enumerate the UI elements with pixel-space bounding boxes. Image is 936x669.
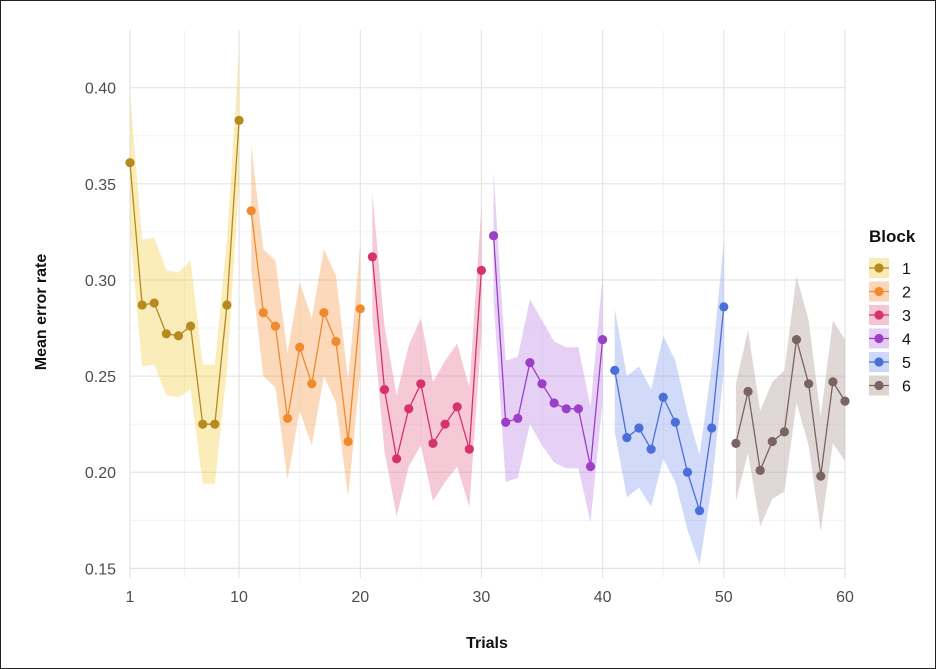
data-point-block-1 [138, 300, 147, 309]
data-point-block-6 [780, 427, 789, 436]
legend-label-4: 4 [902, 332, 911, 349]
legend-key-point-3 [874, 310, 883, 319]
legend-label-6: 6 [902, 379, 911, 396]
data-point-block-3 [477, 266, 486, 275]
data-point-block-4 [525, 358, 534, 367]
data-point-block-2 [319, 308, 328, 317]
data-point-block-1 [198, 420, 207, 429]
data-point-block-3 [404, 404, 413, 413]
legend-label-1: 1 [902, 261, 911, 278]
data-point-block-2 [271, 322, 280, 331]
data-point-block-4 [537, 379, 546, 388]
confidence-band-block-5 [615, 242, 724, 565]
data-point-block-3 [368, 252, 377, 261]
data-point-block-1 [125, 158, 134, 167]
data-point-block-3 [392, 454, 401, 463]
data-point-block-6 [756, 466, 765, 475]
data-point-block-6 [840, 397, 849, 406]
confidence-band-block-6 [736, 276, 845, 532]
data-point-block-6 [816, 471, 825, 480]
data-point-block-3 [380, 385, 389, 394]
data-point-block-3 [440, 420, 449, 429]
data-point-block-1 [210, 420, 219, 429]
confidence-bands [130, 49, 845, 564]
data-point-block-5 [622, 433, 631, 442]
data-point-block-2 [259, 308, 268, 317]
data-point-block-4 [574, 404, 583, 413]
data-point-block-5 [707, 423, 716, 432]
y-tick-label: 0.30 [85, 273, 116, 290]
data-point-block-5 [610, 366, 619, 375]
legend-key-point-5 [874, 357, 883, 366]
data-point-block-4 [513, 414, 522, 423]
data-point-block-2 [247, 206, 256, 215]
data-point-block-2 [307, 379, 316, 388]
data-point-block-6 [743, 387, 752, 396]
data-point-block-4 [586, 462, 595, 471]
x-tick-label: 10 [230, 589, 248, 606]
data-point-block-6 [768, 437, 777, 446]
legend-key-point-1 [874, 263, 883, 272]
data-point-block-3 [416, 379, 425, 388]
legend-label-5: 5 [902, 355, 911, 372]
data-point-block-1 [186, 322, 195, 331]
data-point-block-4 [550, 398, 559, 407]
legend-label-2: 2 [902, 285, 911, 302]
legend-key-point-4 [874, 334, 883, 343]
legend-key-point-2 [874, 287, 883, 296]
y-tick-label: 0.25 [85, 369, 116, 386]
data-point-block-3 [465, 445, 474, 454]
data-point-block-1 [162, 329, 171, 338]
legend-key-point-6 [874, 381, 883, 390]
data-point-block-5 [634, 423, 643, 432]
x-tick-label: 1 [126, 589, 135, 606]
data-point-block-5 [647, 445, 656, 454]
data-point-block-3 [428, 439, 437, 448]
data-point-block-5 [719, 302, 728, 311]
data-point-block-4 [562, 404, 571, 413]
data-point-block-6 [828, 377, 837, 386]
data-point-block-5 [695, 506, 704, 515]
data-point-block-6 [804, 379, 813, 388]
data-point-block-1 [150, 298, 159, 307]
y-tick-label: 0.15 [85, 561, 116, 578]
y-axis-title: Mean error rate [33, 254, 50, 371]
x-tick-label: 20 [351, 589, 369, 606]
data-point-block-4 [489, 231, 498, 240]
confidence-band-block-3 [372, 193, 481, 516]
x-axis-title: Trials [466, 635, 508, 652]
data-point-block-4 [501, 418, 510, 427]
data-point-block-1 [234, 116, 243, 125]
data-point-block-6 [792, 335, 801, 344]
x-tick-label: 60 [836, 589, 854, 606]
data-point-block-5 [683, 468, 692, 477]
legend: Block 1 2 3 4 5 6 [869, 227, 916, 396]
legend-title: Block [869, 227, 916, 246]
data-point-block-2 [356, 304, 365, 313]
data-point-block-6 [731, 439, 740, 448]
data-point-block-2 [344, 437, 353, 446]
data-point-block-5 [659, 393, 668, 402]
data-point-block-3 [453, 402, 462, 411]
x-tick-label: 50 [715, 589, 733, 606]
data-point-block-2 [331, 337, 340, 346]
data-point-block-4 [598, 335, 607, 344]
x-tick-label: 30 [473, 589, 491, 606]
y-tick-label: 0.35 [85, 177, 116, 194]
y-tick-label: 0.40 [85, 81, 116, 98]
x-tick-label: 40 [594, 589, 612, 606]
data-point-block-1 [174, 331, 183, 340]
data-point-block-1 [222, 300, 231, 309]
legend-label-3: 3 [902, 308, 911, 325]
data-point-block-5 [671, 418, 680, 427]
confidence-band-block-2 [251, 145, 360, 497]
confidence-band-block-4 [494, 172, 603, 522]
y-tick-label: 0.20 [85, 465, 116, 482]
data-point-block-2 [295, 343, 304, 352]
data-point-block-2 [283, 414, 292, 423]
